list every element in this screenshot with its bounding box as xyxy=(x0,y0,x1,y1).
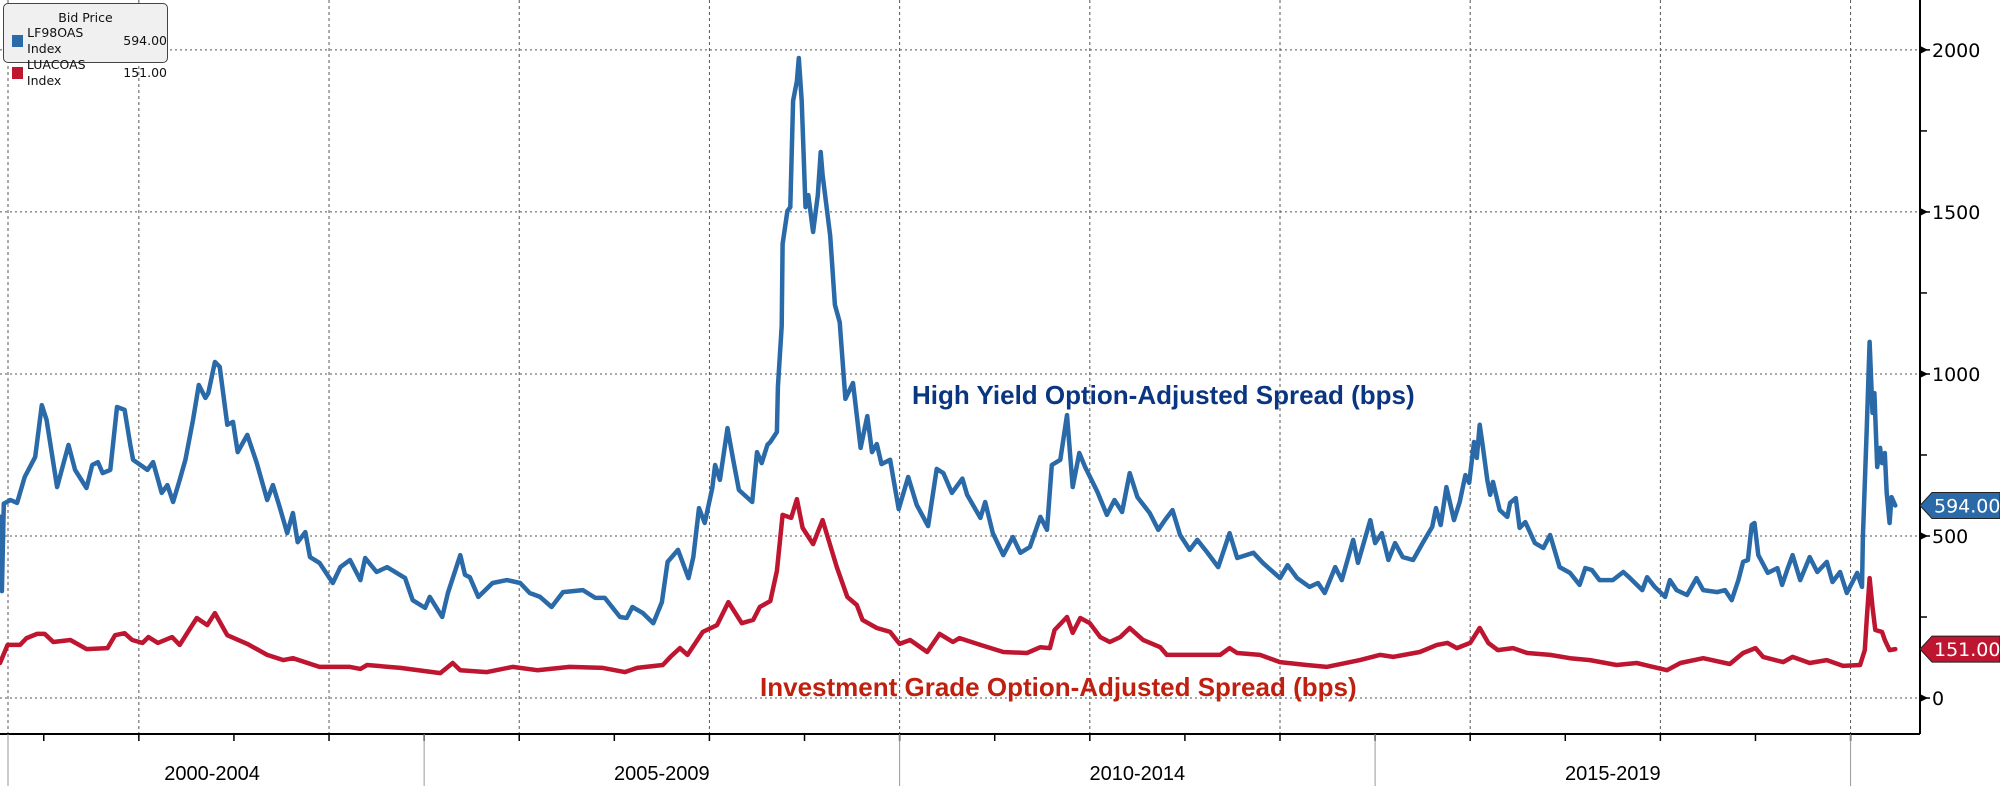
legend-entry-hy: LF98OAS Index 594.00 xyxy=(4,25,167,57)
legend-entry-name: LUACOAS Index xyxy=(26,57,86,88)
x-category-label: 2000-2004 xyxy=(164,763,260,785)
last-value-tag xyxy=(1919,635,2000,663)
y-tick-label: 2000 xyxy=(1932,40,1980,62)
legend-swatch-blue xyxy=(12,35,24,47)
annotation-high-yield: High Yield Option-Adjusted Spread (bps) xyxy=(912,380,1415,410)
annotation-investment-grade: Investment Grade Option-Adjusted Spread … xyxy=(760,672,1357,702)
x-category-label: 2015-2019 xyxy=(1565,763,1661,785)
investment-grade-series-line xyxy=(0,496,1898,676)
legend-entry-value: 594.00 xyxy=(123,33,167,48)
y-tick-label: 1500 xyxy=(1932,202,1980,224)
x-category-label: 2005-2009 xyxy=(614,763,710,785)
last-value-tags: 594.00 151.00 xyxy=(1919,492,2000,663)
gridlines xyxy=(0,0,1920,734)
y-tick-label: 1000 xyxy=(1932,364,1980,386)
y-tick-label: 0 xyxy=(1932,688,1944,710)
legend-swatch-red xyxy=(12,67,23,79)
last-value-tag-label: 151.00 xyxy=(1934,639,2000,661)
x-category-label: 2010-2014 xyxy=(1090,763,1186,785)
legend-title: Bid Price xyxy=(58,10,113,25)
legend-entry-ig: LUACOAS Index 151.00 xyxy=(4,57,167,89)
last-value-tag xyxy=(1919,492,2000,520)
legend: Bid Price LF98OAS Index 594.00 LUACOAS I… xyxy=(3,3,168,88)
y-tick-label: 500 xyxy=(1932,526,1968,548)
legend-entry-value: 151.00 xyxy=(123,65,167,80)
legend-entry-name: LF98OAS Index xyxy=(27,25,84,56)
series-lines xyxy=(0,55,1898,676)
last-value-tag-label: 594.00 xyxy=(1934,496,2000,518)
high-yield-series-line xyxy=(0,55,1898,626)
